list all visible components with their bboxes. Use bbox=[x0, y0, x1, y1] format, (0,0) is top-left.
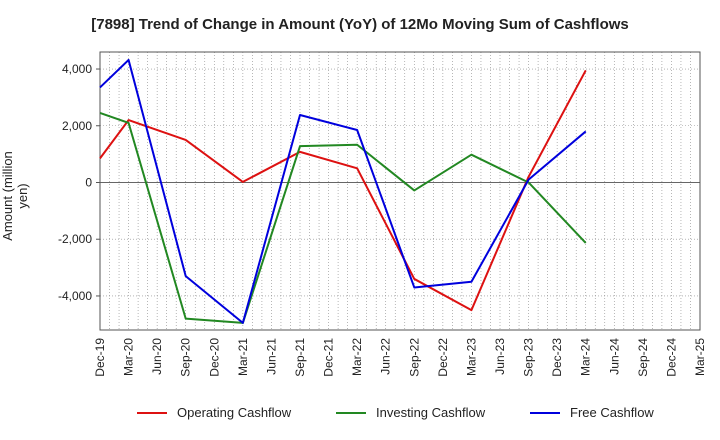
x-tick-label: Dec-20 bbox=[207, 338, 221, 377]
legend-label-free: Free Cashflow bbox=[570, 405, 654, 420]
x-tick-label: Sep-23 bbox=[522, 338, 536, 377]
legend-label-operating: Operating Cashflow bbox=[177, 405, 292, 420]
x-tick-label: Sep-21 bbox=[293, 338, 307, 377]
legend-item-free: Free Cashflow bbox=[530, 405, 654, 420]
x-tick-label: Mar-25 bbox=[693, 338, 707, 376]
grid-layer bbox=[100, 52, 700, 330]
x-tick-label: Mar-24 bbox=[579, 338, 593, 376]
legend-swatch-operating bbox=[137, 411, 167, 414]
y-tick-label: -2,000 bbox=[58, 232, 92, 246]
series-line-investing bbox=[99, 112, 587, 324]
x-tick-label: Mar-20 bbox=[122, 338, 136, 376]
y-tick-label: 0 bbox=[85, 175, 92, 189]
y-tick-label: 2,000 bbox=[62, 119, 92, 133]
x-tick-label: Sep-22 bbox=[407, 338, 421, 377]
x-tick-label: Dec-21 bbox=[322, 338, 336, 377]
x-tick-label: Dec-24 bbox=[664, 338, 678, 377]
x-tick-label: Dec-22 bbox=[436, 338, 450, 377]
x-tick-label: Jun-21 bbox=[264, 338, 278, 375]
legend-label-investing: Investing Cashflow bbox=[376, 405, 486, 420]
x-tick-label: Dec-19 bbox=[93, 338, 107, 377]
chart-title: [7898] Trend of Change in Amount (YoY) o… bbox=[91, 16, 629, 33]
y-tick-labels: 4,000 2,000 0 -2,000 -4,000 bbox=[58, 62, 100, 303]
x-tick-labels: Dec-19 Mar-20 Jun-20 Sep-20 Dec-20 Mar-21 Jun-… bbox=[93, 338, 707, 377]
legend-swatch-free bbox=[530, 411, 560, 414]
x-tick-label: Mar-22 bbox=[350, 338, 364, 376]
plot-frame bbox=[99, 51, 701, 331]
x-tick-label: Mar-23 bbox=[464, 338, 478, 376]
x-tick-label: Dec-23 bbox=[550, 338, 564, 377]
x-tick-label: Sep-24 bbox=[636, 338, 650, 377]
series-layer bbox=[99, 58, 587, 324]
x-tick-label: Jun-24 bbox=[607, 338, 621, 375]
series-line-free bbox=[99, 58, 587, 324]
x-tick-label: Jun-23 bbox=[493, 338, 507, 375]
y-tick-label: -4,000 bbox=[58, 289, 92, 303]
y-tick-label: 4,000 bbox=[62, 62, 92, 76]
x-tick-label: Jun-22 bbox=[379, 338, 393, 375]
legend-item-investing: Investing Cashflow bbox=[336, 405, 485, 420]
legend: Operating Cashflow Investing Cashflow Fr… bbox=[0, 405, 720, 425]
x-tick-label: Jun-20 bbox=[150, 338, 164, 375]
x-tick-label: Sep-20 bbox=[179, 338, 193, 377]
x-tick-label: Mar-21 bbox=[236, 338, 250, 376]
legend-swatch-investing bbox=[336, 411, 366, 414]
legend-item-operating: Operating Cashflow bbox=[137, 405, 291, 420]
series-line-operating bbox=[99, 69, 587, 312]
